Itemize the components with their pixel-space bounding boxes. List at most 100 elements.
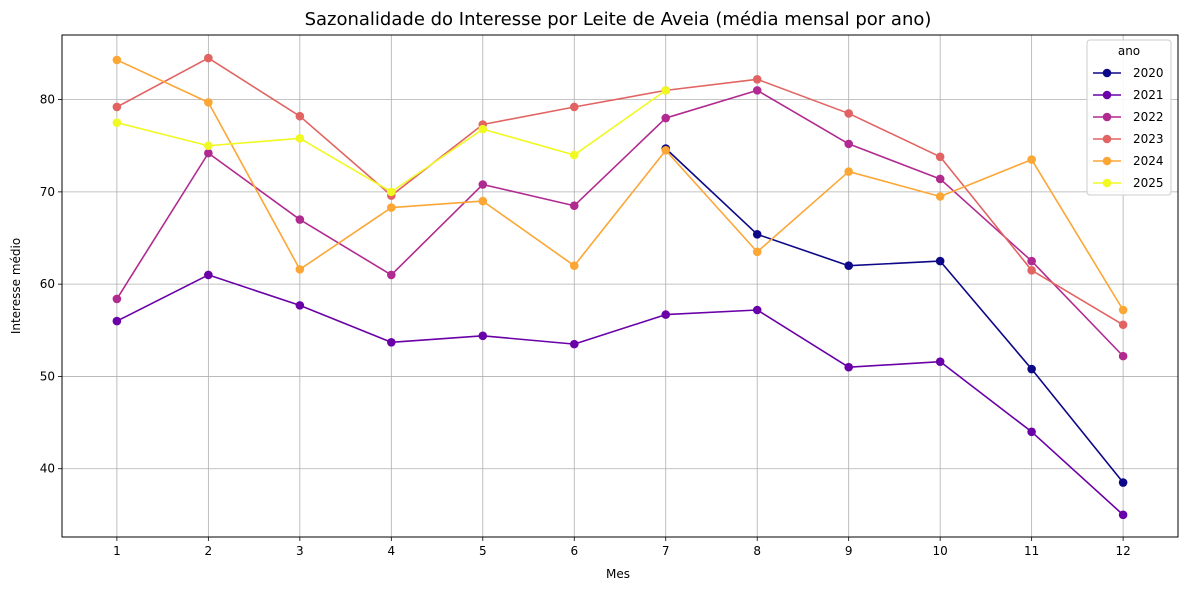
data-point <box>661 113 671 123</box>
data-point <box>1118 320 1128 330</box>
legend-swatch-marker <box>1102 178 1112 188</box>
x-axis-ticks: 1 2 3 4 5 6 7 8 9 10 11 12 <box>113 537 1131 558</box>
data-point <box>478 196 488 206</box>
data-point <box>661 146 671 155</box>
data-point <box>1118 351 1128 361</box>
data-point <box>752 305 762 315</box>
legend-item: 2021 <box>1093 88 1164 102</box>
data-point <box>752 230 762 239</box>
chart-title: Sazonalidade do Interesse por Leite de A… <box>305 9 932 30</box>
data-point <box>112 55 122 65</box>
legend-label: 2025 <box>1133 176 1164 190</box>
legend-item: 2024 <box>1093 154 1164 168</box>
data-point <box>569 339 579 349</box>
data-point <box>844 362 853 372</box>
series-2021 <box>112 270 1128 520</box>
x-tick-label: 9 <box>845 544 853 558</box>
data-point <box>112 316 122 326</box>
data-point <box>752 86 762 95</box>
data-point <box>569 150 579 160</box>
data-point <box>935 256 945 266</box>
data-point <box>112 102 122 112</box>
x-axis-label: Mes <box>606 567 630 581</box>
data-point <box>844 109 853 118</box>
legend-swatch-marker <box>1102 134 1112 144</box>
x-tick-label: 4 <box>387 544 395 558</box>
data-point <box>1027 427 1036 437</box>
plot-frame <box>61 34 1179 538</box>
series-line <box>116 89 1124 357</box>
series-line <box>116 57 1124 326</box>
grid <box>62 35 1178 537</box>
data-point <box>387 270 396 280</box>
series-2024 <box>112 55 1128 315</box>
data-point <box>387 187 396 197</box>
data-point <box>387 337 396 347</box>
x-tick-label: 5 <box>479 544 487 558</box>
x-tick-label: 6 <box>570 544 578 558</box>
series-2023 <box>112 53 1128 330</box>
legend-item: 2025 <box>1093 176 1164 190</box>
legend-item: 2022 <box>1093 110 1164 124</box>
legend-label: 2021 <box>1133 88 1164 102</box>
y-tick-label: 40 <box>40 462 55 476</box>
series-2020 <box>661 144 1128 487</box>
data-point <box>204 53 213 63</box>
y-tick-label: 70 <box>40 185 55 199</box>
legend-item: 2020 <box>1093 66 1164 80</box>
x-tick-label: 7 <box>662 544 670 558</box>
data-point <box>569 201 579 211</box>
x-tick-label: 1 <box>113 544 121 558</box>
data-point <box>295 215 305 224</box>
y-tick-label: 50 <box>40 369 55 383</box>
data-point <box>295 265 305 274</box>
series-2022 <box>112 86 1128 361</box>
data-point <box>569 261 579 270</box>
data-point <box>204 98 213 107</box>
legend-label: 2020 <box>1133 66 1164 80</box>
data-point <box>204 270 213 280</box>
data-point <box>844 139 853 149</box>
x-tick-label: 2 <box>205 544 213 558</box>
data-point <box>478 124 488 134</box>
data-point <box>1027 364 1036 374</box>
data-point <box>295 301 305 310</box>
data-point <box>478 180 488 189</box>
x-tick-label: 10 <box>933 544 948 558</box>
data-point <box>112 118 122 127</box>
series-line <box>665 147 1124 484</box>
y-tick-label: 60 <box>40 277 55 291</box>
data-point <box>1027 256 1036 266</box>
data-point <box>661 310 671 319</box>
data-point <box>935 357 945 366</box>
data-point <box>844 167 853 176</box>
y-axis-ticks: 40 50 60 70 80 <box>40 93 62 476</box>
series-2025 <box>112 86 671 197</box>
legend-label: 2023 <box>1133 132 1164 146</box>
data-point <box>935 152 945 162</box>
legend: ano 2020 2021 2022 2023 2024 2025 <box>1086 39 1172 196</box>
series-line <box>116 274 1124 516</box>
legend-item: 2023 <box>1093 132 1164 146</box>
series-line <box>116 59 1124 311</box>
legend-swatch-marker <box>1102 112 1112 122</box>
data-point <box>1118 305 1128 315</box>
data-point <box>935 174 945 184</box>
legend-swatch-marker <box>1102 90 1112 100</box>
legend-swatch-marker <box>1102 156 1112 166</box>
legend-box <box>1086 39 1172 196</box>
data-point <box>387 203 396 212</box>
legend-title: ano <box>1118 44 1140 58</box>
data-point <box>478 331 488 341</box>
data-point <box>1027 266 1036 275</box>
data-point <box>569 102 579 112</box>
y-axis-label: Interesse médio <box>9 238 23 334</box>
data-point <box>1027 155 1036 164</box>
data-point <box>204 141 213 151</box>
x-tick-label: 8 <box>753 544 761 558</box>
data-point <box>752 247 762 257</box>
x-tick-label: 12 <box>1115 544 1130 558</box>
data-point <box>935 192 945 201</box>
data-point <box>844 261 853 270</box>
